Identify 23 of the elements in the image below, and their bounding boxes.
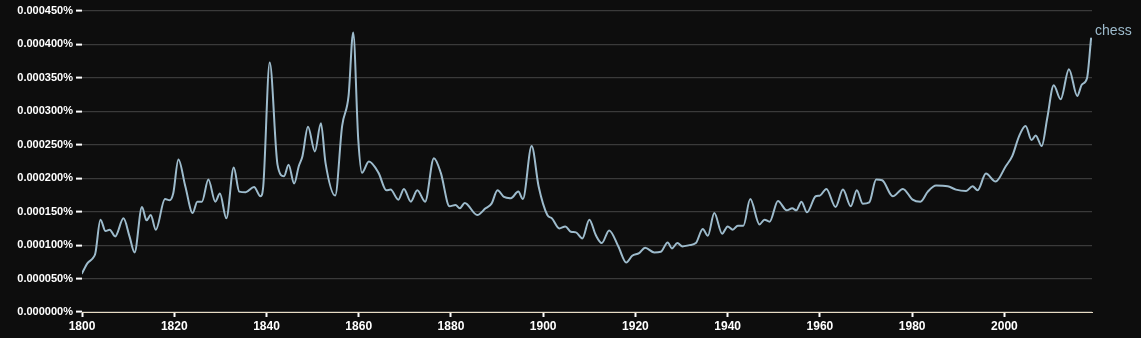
y-tick-label: 0.000200% (17, 171, 74, 184)
y-tick-label: 0.000450% (17, 4, 74, 17)
x-tick-label: 1900 (529, 318, 557, 333)
y-tick-label: 0.000000% (17, 305, 74, 318)
x-tick-label: 1840 (253, 318, 281, 333)
x-tick-label: 1880 (437, 318, 465, 333)
y-tick-label: 0.000250% (17, 137, 74, 150)
x-tick-label: 1820 (160, 318, 188, 333)
y-tick-label: 0.000350% (17, 70, 74, 83)
y-tick-label: 0.000150% (17, 204, 74, 217)
x-tick-label: 1920 (622, 318, 650, 333)
x-tick-label: 1800 (68, 318, 96, 333)
x-tick-label: 1980 (898, 318, 926, 333)
series-label: chess (1095, 22, 1132, 39)
line-series (82, 31, 1092, 275)
y-tick-label: 0.000100% (17, 238, 74, 251)
x-tick-label: 1960 (806, 318, 834, 333)
x-tick-label: 2000 (991, 318, 1019, 333)
x-tick-label: 1940 (714, 318, 742, 333)
y-tick-label: 0.000400% (17, 37, 74, 50)
x-tick-label: 1860 (345, 318, 373, 333)
y-tick-label: 0.000050% (17, 271, 74, 284)
y-tick-label: 0.000300% (17, 104, 74, 117)
